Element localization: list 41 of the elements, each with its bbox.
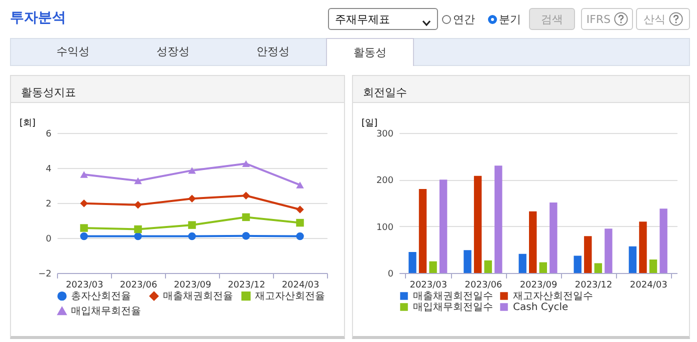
chart-title: 활동성지표 [11, 76, 344, 103]
x-tick-label: 2023/09 [520, 280, 558, 290]
text: 성장성 [156, 44, 190, 60]
button: 검색 [529, 8, 575, 30]
legend-label: 매입채무회전율 [71, 306, 141, 317]
text: 안정성 [256, 44, 290, 60]
x-tick-label: 2023/06 [120, 280, 158, 290]
y-tick-label: 300 [376, 130, 394, 140]
y-tick-label: −2 [38, 270, 52, 280]
text: 산식 [644, 12, 666, 26]
y-tick-label: 6 [46, 130, 52, 140]
y-tick-label: 0 [388, 270, 394, 280]
y-tick-label: 100 [376, 222, 394, 233]
text: 연간 [453, 12, 475, 26]
y-tick-label: 2 [46, 200, 52, 210]
x-tick-label: 2024/03 [630, 280, 668, 290]
x-tick-label: 2023/12 [574, 280, 612, 290]
legend-label: 매출채권회전일수 [413, 291, 493, 302]
x-tick-label: 2024/03 [282, 280, 320, 290]
legend-label: Cash Cycle [513, 302, 568, 313]
x-tick-label: 2023/12 [228, 280, 266, 290]
text: IFRS [586, 12, 611, 26]
y-tick-label: 0 [46, 234, 52, 244]
y-tick-label: 200 [376, 176, 394, 186]
text: 투자분석 [10, 9, 66, 27]
legend-label: 매입채무회전일수 [413, 302, 493, 313]
text: 수익성 [56, 44, 90, 60]
legend-label: 총자산회전율 [71, 291, 131, 302]
legend-label: 매출채권회전율 [163, 291, 233, 302]
x-tick-label: 2023/06 [464, 280, 502, 290]
y-tick-label: 4 [46, 164, 52, 174]
legend-label: 재고자산회전율 [255, 291, 325, 302]
legend-label: 재고자산회전일수 [513, 291, 593, 302]
y-axis-title: [일] [362, 118, 378, 128]
x-tick-label: 2023/03 [410, 280, 448, 290]
chart-title: 회전일수 [353, 76, 689, 103]
y-axis-title: [회] [20, 118, 36, 128]
x-tick-label: 2023/09 [174, 280, 212, 290]
text: 활동성 [326, 38, 414, 66]
text: 분기 [499, 12, 521, 26]
x-tick-label: 2023/03 [66, 280, 104, 290]
